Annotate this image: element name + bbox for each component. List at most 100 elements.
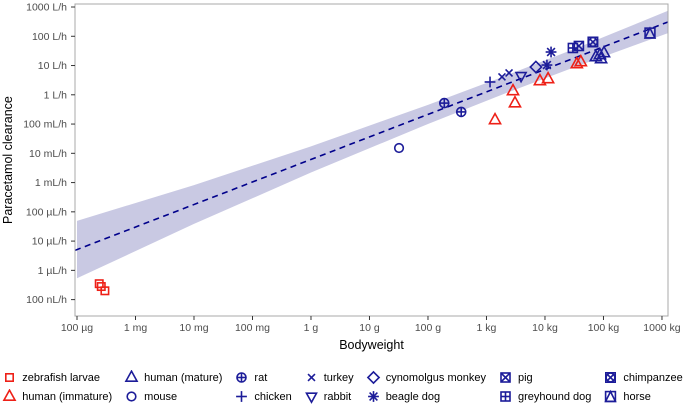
x-tick-label: 1000 kg: [643, 322, 681, 334]
legend-item-rat: rat: [234, 370, 291, 385]
legend-item-greyhound-dog: greyhound dog: [498, 389, 591, 404]
rabbit-icon: [304, 392, 318, 404]
marker-rat: [438, 97, 450, 109]
marker-zebrafish-larvae: [94, 279, 104, 289]
y-tick-label: 1 mL/h: [35, 177, 67, 189]
legend-label: mouse: [144, 390, 178, 403]
legend-column: zebrafish larvae human (immature): [2, 370, 112, 404]
legend-item-chimpanzee: chimpanzee: [603, 370, 683, 385]
pig-icon: [500, 372, 511, 383]
legend-item-beagle-dog: beagle dog: [366, 389, 486, 404]
x-tick-label: 100 g: [415, 322, 441, 334]
x-tick-label: 1 kg: [477, 322, 497, 334]
legend-item-human-mature: human (mature): [124, 370, 222, 385]
scatter-plot: 100 µg 1 mg 10 mg 100 mg 1 g 10 g 100 g 1 kg 10 …: [23, 2, 681, 334]
confidence-band: [76, 10, 668, 279]
marker-rabbit: [514, 71, 528, 84]
cynomolgus-monkey-icon: [366, 370, 380, 385]
legend-column: chimpanzee horse: [603, 370, 683, 404]
legend-label: pig: [517, 371, 533, 384]
x-tick-label: 100 mg: [235, 322, 270, 334]
y-tick-label: 100 nL/h: [26, 294, 67, 306]
y-tick-label: 1 L/h: [44, 89, 68, 101]
panel-border: [74, 3, 669, 317]
human-immature-icon: [2, 389, 17, 402]
marker-human-mature: [594, 51, 609, 64]
mouse-icon: [126, 391, 137, 402]
legend-label: chicken: [254, 390, 292, 403]
marker-turkey: [504, 68, 514, 77]
marker-human-immature: [506, 82, 520, 96]
human-mature-icon: [124, 370, 139, 383]
x-tick-label: 1 mg: [124, 322, 148, 334]
zebrafish-larvae-icon: [5, 372, 15, 383]
legend-item-human-immature: human (immature): [2, 389, 112, 404]
legend-label: beagle dog: [385, 390, 441, 403]
marker-human-immature: [533, 72, 547, 86]
marker-human-immature: [541, 70, 556, 84]
legend-label: rabbit: [323, 390, 352, 403]
regression-line: [74, 21, 669, 252]
legend-item-mouse: mouse: [124, 389, 222, 404]
x-tick-label: 10 mg: [179, 322, 208, 334]
rat-icon: [236, 372, 248, 383]
beagle-dog-icon: [367, 391, 379, 402]
marker-cynomolgus-monkey: [529, 60, 543, 74]
marker-rat: [455, 106, 467, 118]
x-tick-label: 1 g: [304, 322, 319, 334]
marker-human-immature: [573, 53, 588, 67]
x-tick-label: 10 g: [359, 322, 380, 334]
legend-column: cynomolgus monkey beagle dog: [366, 370, 486, 404]
marker-human-immature: [508, 95, 522, 108]
marker-turkey: [497, 72, 507, 81]
legend-item-zebrafish-larvae: zebrafish larvae: [2, 370, 112, 385]
y-tick-label: 100 L/h: [32, 31, 67, 43]
marker-chimpanzee: [587, 36, 599, 48]
x-tick-label: 100 kg: [588, 322, 620, 334]
marker-zebrafish-larvae: [100, 286, 110, 296]
legend-label: human (immature): [22, 390, 113, 403]
legend-column: pig greyhound dog: [498, 370, 591, 404]
legend-column: rat chicken: [234, 370, 292, 404]
x-axis-title: Bodyweight: [339, 338, 404, 352]
turkey-icon: [307, 373, 316, 382]
legend-label: rat: [254, 371, 268, 384]
legend-label: human (mature): [144, 371, 223, 384]
legend-column: human (mature) mouse: [124, 370, 222, 404]
marker-horse: [643, 26, 657, 39]
y-tick-label: 1 µL/h: [38, 265, 68, 277]
x-tick-label: 100 µg: [61, 322, 93, 334]
legend-label: horse: [623, 390, 651, 403]
species-legend: zebrafish larvae human (immature) human (m…: [0, 370, 685, 404]
legend-item-turkey: turkey: [304, 370, 354, 385]
legend-label: cynomolgus monkey: [385, 371, 486, 384]
marker-beagle-dog: [545, 46, 557, 58]
marker-chicken: [484, 76, 496, 88]
marker-mouse: [393, 142, 405, 154]
horse-icon: [604, 389, 618, 403]
chicken-icon: [236, 391, 248, 402]
y-tick-label: 10 L/h: [38, 60, 67, 72]
y-tick-label: 100 mL/h: [23, 119, 67, 131]
marker-human-immature: [488, 111, 502, 125]
greyhound-dog-icon: [500, 391, 511, 402]
y-tick-label: 100 µL/h: [26, 206, 67, 218]
legend-item-rabbit: rabbit: [304, 389, 354, 404]
marker-beagle-dog: [541, 59, 553, 71]
marker-human-mature: [593, 46, 607, 60]
legend-label: greyhound dog: [517, 390, 592, 403]
legend-column: turkey rabbit: [304, 370, 354, 404]
x-tick-label: 10 kg: [532, 322, 558, 334]
legend-label: chimpanzee: [623, 371, 683, 384]
legend-item-cynomolgus-monkey: cynomolgus monkey: [366, 370, 486, 385]
marker-human-immature: [569, 55, 584, 69]
legend-item-chicken: chicken: [234, 389, 292, 404]
chimpanzee-icon: [605, 371, 617, 383]
marker-greyhound-dog: [567, 42, 579, 54]
legend-label: zebrafish larvae: [22, 371, 100, 384]
legend-item-pig: pig: [498, 370, 591, 385]
legend-item-horse: horse: [603, 389, 682, 404]
legend-label: turkey: [323, 371, 354, 384]
y-tick-label: 1000 L/h: [26, 2, 67, 14]
